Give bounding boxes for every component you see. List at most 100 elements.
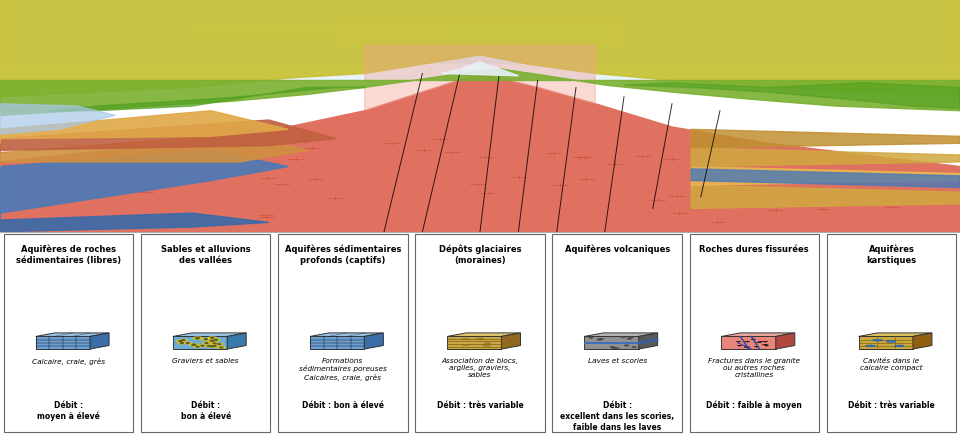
Ellipse shape [449, 339, 455, 340]
Polygon shape [447, 333, 520, 337]
Text: Calcaire, craie, grès: Calcaire, craie, grès [32, 357, 106, 364]
Text: Fractures dans le granite
ou autres roches
cristallines: Fractures dans le granite ou autres roch… [708, 357, 801, 378]
Polygon shape [501, 333, 520, 349]
Circle shape [203, 339, 209, 340]
Text: Aquifères
karstiques: Aquifères karstiques [866, 244, 917, 265]
Circle shape [218, 344, 221, 345]
Ellipse shape [484, 345, 490, 346]
Circle shape [208, 346, 215, 347]
Polygon shape [365, 333, 383, 349]
Circle shape [179, 341, 182, 342]
Circle shape [615, 348, 619, 349]
Polygon shape [0, 121, 336, 153]
FancyBboxPatch shape [4, 234, 133, 432]
Circle shape [621, 337, 625, 338]
Text: Débit :
bon à élevé: Débit : bon à élevé [180, 400, 230, 420]
Circle shape [211, 338, 214, 339]
Polygon shape [310, 333, 383, 337]
Polygon shape [721, 333, 795, 337]
Text: Débit : faible à moyen: Débit : faible à moyen [707, 400, 803, 409]
Polygon shape [691, 148, 960, 167]
Circle shape [186, 343, 189, 344]
Circle shape [599, 339, 603, 340]
Polygon shape [310, 337, 365, 349]
Circle shape [218, 347, 225, 349]
Circle shape [196, 338, 200, 339]
Polygon shape [624, 84, 960, 109]
Circle shape [205, 345, 213, 347]
Circle shape [597, 339, 601, 340]
Polygon shape [585, 337, 638, 349]
Text: Laves et scories: Laves et scories [588, 357, 647, 363]
Text: Aquifères volcaniques: Aquifères volcaniques [564, 244, 670, 254]
Circle shape [190, 344, 198, 345]
Circle shape [212, 339, 220, 341]
Circle shape [210, 346, 213, 347]
Polygon shape [858, 337, 913, 349]
Polygon shape [691, 130, 960, 148]
Text: Aquifères sédimentaires
profonds (captifs): Aquifères sédimentaires profonds (captif… [285, 244, 401, 265]
Polygon shape [691, 170, 960, 188]
Circle shape [210, 345, 218, 347]
Circle shape [612, 348, 615, 349]
Circle shape [209, 340, 217, 342]
Polygon shape [0, 69, 960, 116]
Polygon shape [721, 337, 776, 349]
Polygon shape [36, 333, 109, 337]
Circle shape [180, 343, 183, 344]
Circle shape [178, 342, 185, 344]
Text: Débit : bon à élevé: Débit : bon à élevé [301, 400, 384, 409]
Polygon shape [228, 333, 246, 349]
Ellipse shape [476, 338, 483, 339]
Circle shape [194, 338, 201, 339]
Polygon shape [48, 88, 365, 112]
Circle shape [180, 339, 187, 341]
Polygon shape [442, 62, 518, 77]
Text: Graviers et sables: Graviers et sables [173, 357, 239, 363]
Circle shape [211, 343, 219, 345]
Text: Débit : très variable: Débit : très variable [848, 400, 935, 409]
Polygon shape [0, 112, 288, 144]
Circle shape [201, 345, 204, 346]
Circle shape [633, 347, 636, 348]
Circle shape [630, 337, 634, 338]
FancyBboxPatch shape [827, 234, 956, 432]
Circle shape [207, 340, 215, 342]
Polygon shape [585, 333, 658, 337]
FancyBboxPatch shape [141, 234, 271, 432]
Polygon shape [638, 339, 658, 345]
Ellipse shape [895, 345, 904, 347]
FancyBboxPatch shape [552, 234, 682, 432]
Circle shape [204, 339, 207, 340]
Circle shape [213, 343, 216, 344]
Text: Formations
sédimentaires poreuses
Calcaires, craie, grès: Formations sédimentaires poreuses Calcai… [299, 357, 387, 380]
Circle shape [194, 346, 202, 348]
Text: Roches dures fissurées: Roches dures fissurées [700, 244, 809, 253]
Circle shape [190, 344, 198, 346]
Polygon shape [691, 167, 960, 186]
Circle shape [215, 344, 223, 345]
Polygon shape [173, 337, 228, 349]
Text: Débit :
moyen à élevé: Débit : moyen à élevé [37, 400, 100, 421]
Polygon shape [0, 0, 960, 98]
Polygon shape [858, 333, 932, 337]
FancyBboxPatch shape [278, 234, 408, 432]
Circle shape [213, 346, 216, 347]
Text: Association de blocs,
argiles, graviers,
sables: Association de blocs, argiles, graviers,… [442, 357, 518, 378]
Text: Aquifères de roches
sédimentaires (libres): Aquifères de roches sédimentaires (libre… [16, 244, 121, 265]
Polygon shape [365, 46, 595, 112]
Circle shape [199, 345, 206, 347]
Circle shape [203, 342, 210, 344]
Circle shape [611, 347, 614, 348]
Polygon shape [173, 333, 246, 337]
Circle shape [184, 342, 192, 344]
Circle shape [194, 337, 202, 339]
Ellipse shape [866, 345, 876, 347]
Polygon shape [0, 105, 115, 135]
Polygon shape [638, 333, 658, 349]
Polygon shape [0, 135, 307, 167]
Text: Débit : très variable: Débit : très variable [437, 400, 523, 409]
Polygon shape [0, 151, 288, 220]
Polygon shape [0, 74, 960, 232]
Polygon shape [36, 337, 90, 349]
